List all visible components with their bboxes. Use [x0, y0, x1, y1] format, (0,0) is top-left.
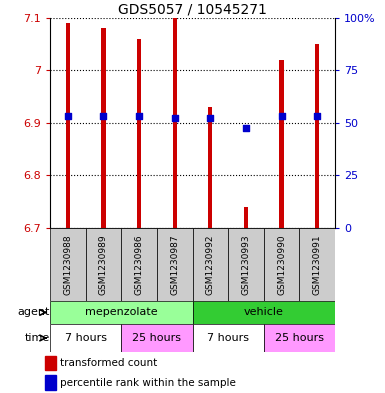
Bar [50, 228, 85, 301]
Bar [300, 228, 335, 301]
Text: GSM1230992: GSM1230992 [206, 234, 215, 294]
Text: GSM1230986: GSM1230986 [135, 234, 144, 295]
Bar [244, 207, 248, 228]
Bar [121, 324, 192, 352]
Text: 7 hours: 7 hours [207, 333, 249, 343]
Bar [50, 324, 121, 352]
Point [207, 114, 213, 121]
Bar [85, 228, 121, 301]
Text: transformed count: transformed count [60, 358, 157, 368]
Text: 25 hours: 25 hours [275, 333, 324, 343]
Text: GSM1230989: GSM1230989 [99, 234, 108, 295]
Text: GSM1230990: GSM1230990 [277, 234, 286, 295]
Point [243, 125, 249, 131]
Text: GSM1230987: GSM1230987 [170, 234, 179, 295]
Text: mepenzolate: mepenzolate [85, 307, 157, 318]
Text: GSM1230988: GSM1230988 [64, 234, 72, 295]
Bar [45, 375, 56, 390]
Point [314, 113, 320, 119]
Bar [280, 60, 284, 228]
Text: GSM1230991: GSM1230991 [313, 234, 321, 295]
Bar [192, 228, 228, 301]
Bar [208, 107, 213, 228]
Text: vehicle: vehicle [244, 307, 284, 318]
Bar [228, 228, 264, 301]
Bar [192, 301, 335, 324]
Bar [192, 324, 264, 352]
Bar [264, 228, 300, 301]
Text: percentile rank within the sample: percentile rank within the sample [60, 378, 236, 387]
Text: agent: agent [18, 307, 50, 318]
Bar [157, 228, 192, 301]
Bar [101, 28, 105, 228]
Bar [137, 39, 141, 228]
Text: 25 hours: 25 hours [132, 333, 181, 343]
Point [100, 113, 107, 119]
Bar [45, 356, 56, 370]
Point [278, 113, 285, 119]
Point [172, 114, 178, 121]
Bar [315, 44, 319, 228]
Title: GDS5057 / 10545271: GDS5057 / 10545271 [118, 2, 267, 17]
Bar [66, 23, 70, 228]
Text: 7 hours: 7 hours [65, 333, 107, 343]
Bar [50, 301, 192, 324]
Bar [121, 228, 157, 301]
Bar [264, 324, 335, 352]
Bar [172, 18, 177, 228]
Point [136, 113, 142, 119]
Text: GSM1230993: GSM1230993 [241, 234, 250, 295]
Point [65, 113, 71, 119]
Text: time: time [25, 333, 50, 343]
